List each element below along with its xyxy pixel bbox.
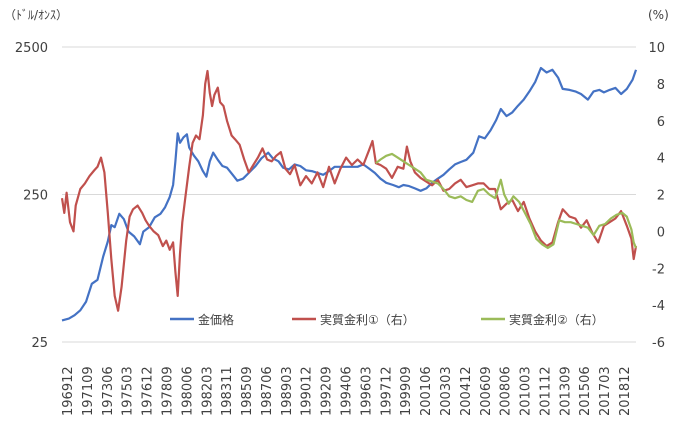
right-axis-unit: (%) [648,8,669,22]
x-tick-label: 201506 [578,366,593,416]
right-tick-label: 8 [657,78,665,93]
right-tick-label: 6 [657,115,665,130]
left-tick-label: 2500 [15,41,48,56]
x-tick-label: 198903 [280,366,295,416]
legend-label-1: 実質金利①（右） [320,312,415,327]
x-tick-label: 199603 [359,366,374,416]
right-tick-label: -6 [652,336,665,351]
x-tick-label: 199012 [300,366,315,416]
x-tick-label: 197612 [141,366,156,416]
right-tick-label: 2 [657,189,665,204]
series-line-1 [60,69,638,312]
right-tick-label: 10 [648,41,665,56]
x-tick-label: 197809 [160,366,175,416]
right-tick-label: 0 [657,225,665,240]
right-tick-label: -2 [652,262,665,277]
right-tick-label: 4 [657,152,665,167]
x-tick-label: 201112 [538,366,553,416]
legend-label-0: 金価格 [198,312,234,327]
x-tick-label: 199209 [320,366,335,416]
left-tick-label: 25 [31,336,48,351]
grid [62,46,636,343]
left-axis-ticks: 2500 250 25 [15,41,48,351]
x-axis-ticks: 196912 197109 197306 197503 197612 197809 1980… [61,366,633,416]
x-tick-label: 200303 [439,366,454,416]
x-tick-label: 200106 [419,366,434,416]
x-tick-label: 197306 [101,366,116,416]
x-tick-label: 201309 [558,366,573,416]
series-line-2 [375,152,638,250]
legend-label-2: 実質金利②（右） [509,312,604,327]
x-tick-label: 200609 [479,366,494,416]
x-tick-label: 197109 [81,366,96,416]
x-tick-label: 198203 [200,366,215,416]
x-tick-label: 199406 [340,366,355,416]
x-tick-label: 196912 [61,366,76,416]
x-tick-label: 200412 [459,366,474,416]
x-tick-label: 199712 [379,366,394,416]
x-tick-label: 201703 [598,366,613,416]
x-tick-label: 199909 [399,366,414,416]
x-tick-label: 198509 [240,366,255,416]
left-axis-unit: （ﾄﾞﾙ/ｵﾝｽ） [4,8,68,22]
left-tick-label: 250 [23,189,48,204]
x-tick-label: 198311 [220,366,235,416]
x-tick-label: 197503 [121,366,136,416]
x-tick-label: 200806 [499,366,514,416]
right-tick-label: -4 [652,299,665,314]
x-tick-label: 198706 [260,366,275,416]
series-lines [60,66,638,322]
x-tick-label: 201003 [519,366,534,416]
right-axis-ticks: 10 8 6 4 2 0 -2 -4 -6 [648,41,665,351]
x-tick-label: 201812 [618,366,633,416]
x-tick-label: 198006 [180,366,195,416]
legend: 金価格 実質金利①（右） 実質金利②（右） [170,312,604,327]
